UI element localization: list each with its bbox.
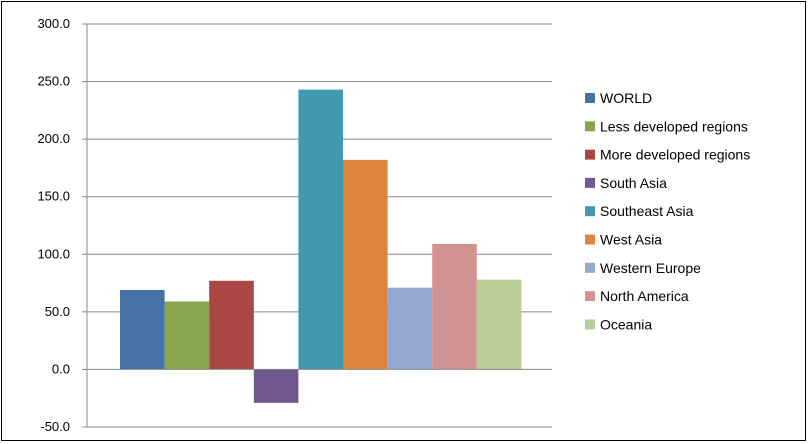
legend-swatch [585, 93, 595, 103]
bars [120, 89, 522, 403]
legend-swatch [585, 262, 595, 273]
legend-swatch [585, 291, 595, 302]
legend-label: South Asia [600, 175, 667, 191]
bar-north-america [432, 243, 477, 370]
legend-swatch [585, 149, 595, 160]
legend-swatch [585, 206, 595, 217]
bar-south-asia [253, 369, 299, 403]
legend-label: West Asia [600, 232, 662, 248]
legend-label: Western Europe [600, 260, 701, 276]
legend-label: Southeast Asia [600, 203, 694, 219]
bar-western-europe [387, 287, 433, 370]
y-tick-label: 300.0 [37, 16, 70, 31]
bar-southeast-asia [298, 89, 343, 370]
legend-label: More developed regions [600, 147, 750, 163]
bar-more-developed-regions [209, 280, 254, 370]
legend-label: Oceania [600, 316, 652, 332]
y-tick-label: 200.0 [37, 131, 70, 146]
legend-label: Less developed regions [600, 118, 748, 134]
y-tick-label: 250.0 [37, 74, 70, 89]
y-tick-label: 150.0 [37, 189, 70, 204]
legend: WORLD Less developed regions More develope… [585, 90, 750, 332]
legend-swatch [585, 121, 595, 132]
axes [86, 24, 552, 427]
bar-less-developed-regions [164, 301, 210, 370]
y-tick-label: 100.0 [37, 246, 70, 261]
bar-oceania [476, 279, 522, 370]
bar-west-asia [343, 159, 388, 370]
y-tick-label: 50.0 [45, 304, 70, 319]
legend-swatch [585, 234, 595, 245]
y-tick-label: -50.0 [40, 419, 70, 434]
y-axis-ticks: 300.0 250.0 200.0 150.0 100.0 50.0 0.0 -50.0 [37, 16, 87, 434]
legend-swatch [585, 177, 595, 188]
legend-label: WORLD [600, 90, 652, 106]
bar-world [120, 289, 165, 370]
legend-swatch [585, 319, 595, 330]
legend-label: North America [600, 288, 689, 304]
y-tick-label: 0.0 [52, 361, 70, 376]
